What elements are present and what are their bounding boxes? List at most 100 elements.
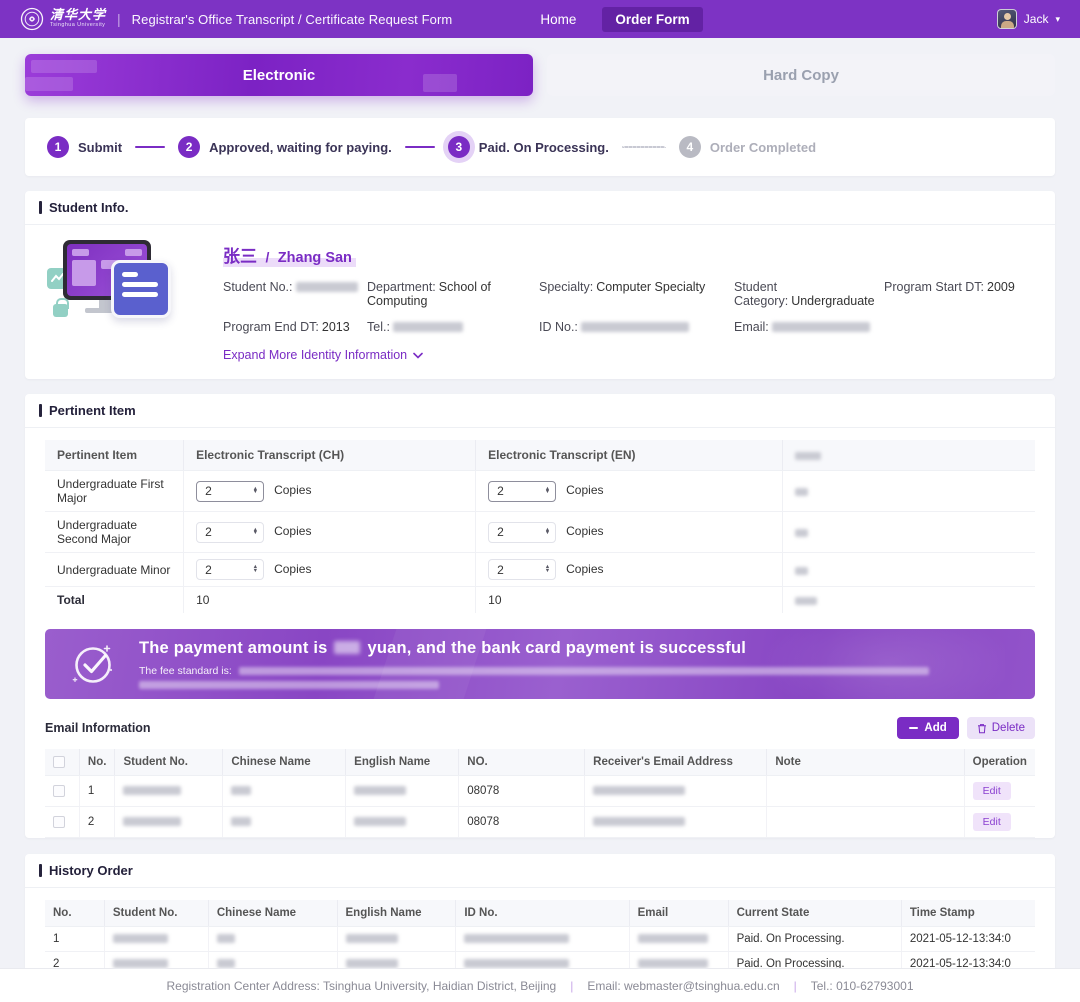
- user-menu[interactable]: Jack ▾: [996, 9, 1060, 29]
- copies-input[interactable]: [491, 562, 518, 577]
- col-email: Email: [629, 900, 729, 928]
- total-en: 10: [475, 586, 784, 613]
- step-connector: [135, 146, 166, 148]
- col-no: No.: [79, 749, 116, 777]
- section-title-bar: [39, 864, 42, 878]
- copies-stepper[interactable]: ▲▼: [196, 480, 265, 502]
- col-time-stamp: Time Stamp: [901, 900, 1035, 928]
- redacted-value: [772, 322, 871, 332]
- chevron-down-icon: ▾: [1055, 13, 1060, 24]
- redacted-value: [231, 786, 252, 796]
- col-redacted: [782, 440, 1035, 471]
- copies-stepper[interactable]: ▲▼: [196, 559, 265, 580]
- banner-title-prefix: The payment amount is: [139, 639, 328, 657]
- cell-no: 2: [79, 806, 116, 839]
- student-name-zh: 张三: [223, 247, 257, 267]
- tab-hard-copy[interactable]: Hard Copy: [547, 54, 1055, 96]
- app-header: 清华大学 Tsinghua University | Registrar's O…: [0, 0, 1080, 38]
- email-info-title: Email Information: [45, 721, 151, 735]
- redacted-value: [593, 817, 686, 827]
- row-checkbox[interactable]: [53, 816, 65, 829]
- user-name: Jack: [1023, 12, 1049, 26]
- select-all-checkbox[interactable]: [53, 756, 65, 768]
- add-icon: [909, 727, 919, 729]
- tab-electronic[interactable]: Electronic: [25, 54, 533, 96]
- stepper-arrows-icon[interactable]: ▲ ▼: [544, 526, 551, 536]
- stepper-arrows-icon[interactable]: ▲ ▼: [252, 485, 259, 495]
- copies-stepper[interactable]: ▲▼: [488, 480, 557, 502]
- tab-decoration: [31, 60, 97, 73]
- table-row: Undergraduate Second Major ▲▼ Copies ▲▼ Co…: [45, 511, 1035, 553]
- step-4-circle: 4: [678, 136, 701, 158]
- copies-input[interactable]: [199, 562, 226, 577]
- col-receiver-email: Receiver's Email Address: [584, 749, 768, 777]
- copies-input[interactable]: [491, 525, 518, 539]
- avatar: [996, 9, 1017, 29]
- copies-stepper[interactable]: ▲▼: [488, 559, 557, 580]
- redacted-value: [795, 529, 809, 537]
- redacted-value: [464, 934, 570, 944]
- nav-order-form[interactable]: Order Form: [602, 6, 703, 32]
- banner-title: The payment amount is yuan, and the bank …: [139, 639, 1011, 658]
- redacted-value: [295, 282, 358, 292]
- row-item-label: Undergraduate Minor: [45, 552, 185, 587]
- monitor-stand: [99, 300, 111, 308]
- copies-input[interactable]: [199, 525, 226, 539]
- redacted-value: [795, 488, 809, 496]
- footer-separator: |: [570, 978, 574, 993]
- step-paid-current: 3 Paid. On Processing.: [447, 136, 609, 158]
- add-button[interactable]: Add: [897, 717, 959, 739]
- table-row: 1 08078 Edit: [45, 775, 1035, 808]
- col-transcript-ch: Electronic Transcript (CH): [183, 440, 477, 471]
- redacted-value: [637, 934, 708, 944]
- copies-input[interactable]: [491, 484, 518, 498]
- col-chinese-name: Chinese Name: [208, 900, 338, 928]
- redacted-amount: [334, 641, 361, 654]
- redacted-text: [139, 681, 439, 689]
- copies-stepper[interactable]: ▲▼: [488, 521, 557, 543]
- row-item-label: Undergraduate First Major: [45, 470, 185, 512]
- history-order-title-text: History Order: [49, 863, 133, 879]
- edit-button[interactable]: Edit: [972, 813, 1011, 832]
- field-student-no: Student No.:: [223, 280, 367, 308]
- step-2-label: Approved, waiting for paying.: [209, 139, 392, 155]
- edit-button[interactable]: Edit: [972, 782, 1011, 801]
- row-checkbox[interactable]: [53, 785, 65, 798]
- step-3-circle: 3: [447, 136, 470, 158]
- student-name: 张三 / Zhang San: [223, 242, 356, 267]
- col-english-name: English Name: [345, 749, 460, 777]
- redacted-value: [795, 566, 809, 575]
- history-header-row: No. Student No. Chinese Name English Nam…: [45, 900, 1035, 928]
- expand-identity-link[interactable]: Expand More Identity Information: [223, 348, 423, 362]
- stepper-arrows-icon[interactable]: ▲ ▼: [252, 564, 259, 574]
- redacted-value: [354, 786, 407, 796]
- fee-standard-label: The fee standard is:: [139, 665, 232, 677]
- redacted-value: [123, 817, 182, 827]
- redacted-value: [216, 959, 235, 969]
- monitor-base: [85, 308, 125, 313]
- stepper-arrows-icon[interactable]: ▲ ▼: [544, 564, 551, 574]
- total-label: Total: [45, 586, 185, 613]
- lock-icon: [53, 298, 69, 317]
- step-3-label: Paid. On Processing.: [478, 139, 609, 155]
- copies-stepper[interactable]: ▲▼: [196, 521, 265, 543]
- history-row[interactable]: 1 Paid. On Processing. 2021-05-12-13:34:…: [45, 926, 1035, 953]
- col-operation: Operation: [964, 749, 1035, 777]
- redacted-value: [216, 934, 235, 944]
- cell-code: 08078: [458, 775, 586, 808]
- copies-input[interactable]: [199, 484, 226, 498]
- university-emblem-icon: [20, 7, 44, 31]
- expand-identity-label: Expand More Identity Information: [223, 348, 408, 362]
- student-name-en: Zhang San: [277, 250, 352, 266]
- nav-home[interactable]: Home: [540, 11, 577, 27]
- footer-address: Registration Center Address: Tsinghua Un…: [166, 978, 557, 993]
- step-approved: 2 Approved, waiting for paying.: [178, 136, 392, 158]
- stepper-arrows-icon[interactable]: ▲ ▼: [544, 485, 551, 495]
- redacted-value: [345, 959, 398, 969]
- pertinent-item-title-text: Pertinent Item: [49, 403, 136, 418]
- student-info-title: Student Info.: [25, 191, 1055, 225]
- delete-button[interactable]: Delete: [966, 717, 1035, 739]
- stepper-arrows-icon[interactable]: ▲ ▼: [252, 526, 259, 536]
- col-current-state: Current State: [728, 900, 902, 928]
- col-note: Note: [766, 749, 965, 777]
